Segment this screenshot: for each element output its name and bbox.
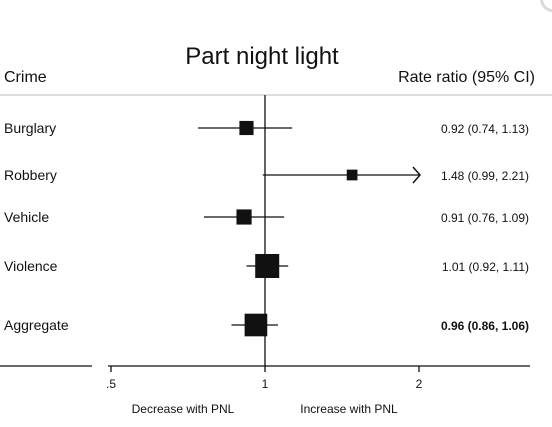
row-label: Burglary [4,120,56,136]
left-column-header: Crime [4,69,47,86]
direction-label-right: Increase with PNL [300,402,398,416]
row-label: Vehicle [4,209,49,225]
row-label: Aggregate [4,317,69,333]
x-tick-label: 1 [262,377,269,391]
forest-row: Violence 1.01 (0.92, 1.11) [4,254,529,278]
direction-label-left: Decrease with PNL [132,402,235,416]
forest-row: Aggregate 0.96 (0.86, 1.06) [4,313,529,337]
forest-row: Vehicle 0.91 (0.76, 1.09) [4,209,529,225]
forest-row: Robbery 1.48 (0.99, 2.21) [4,166,529,184]
point-estimate [346,169,358,181]
right-column-header: Rate ratio (95% CI) [398,69,535,86]
x-tick-label: 2 [416,377,423,391]
estimate-text: 1.48 (0.99, 2.21) [441,169,529,183]
forest-row: Burglary 0.92 (0.74, 1.13) [4,120,529,136]
estimate-text: 0.96 (0.86, 1.06) [441,319,529,333]
row-label: Robbery [4,167,57,183]
point-estimate [236,209,252,225]
estimate-text: 0.92 (0.74, 1.13) [441,122,529,136]
row-label: Violence [4,258,58,274]
corner-decoration [540,0,552,12]
x-tick-label: .5 [106,377,116,391]
point-estimate [255,254,280,278]
chart-title: Part night light [185,43,339,70]
estimate-text: 0.91 (0.76, 1.09) [441,211,529,225]
estimate-text: 1.01 (0.92, 1.11) [442,260,529,274]
point-estimate [244,313,268,337]
ci-truncation-arrow [412,166,421,184]
point-estimate [239,120,254,136]
